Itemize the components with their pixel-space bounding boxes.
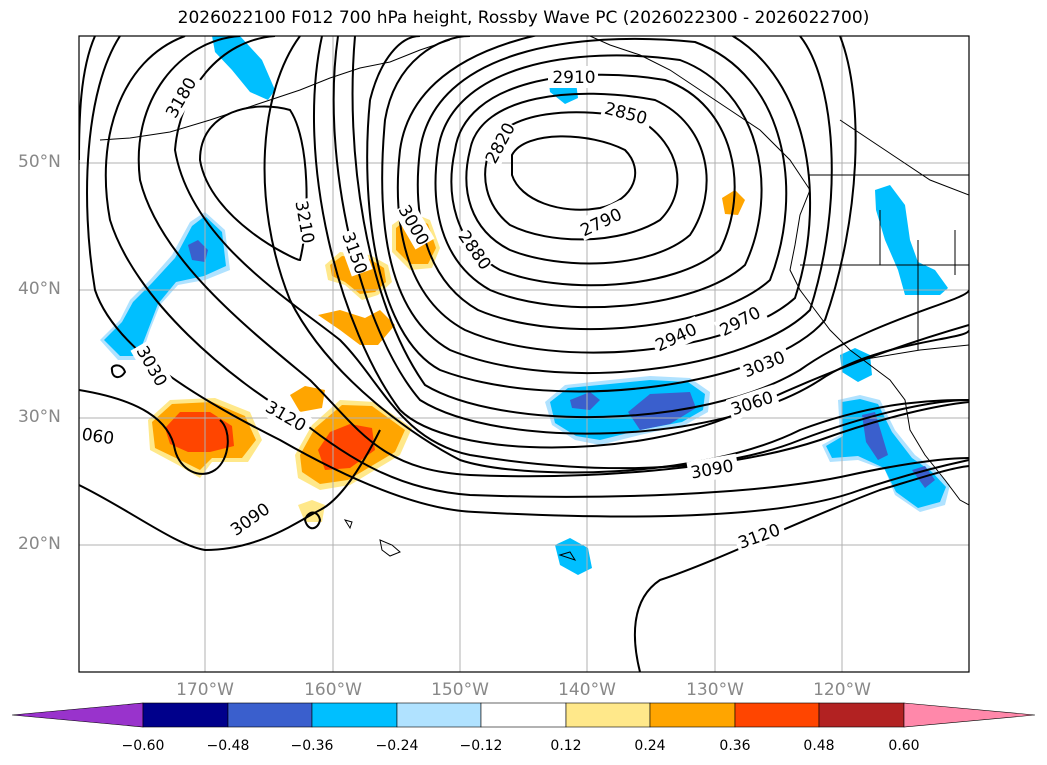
lon-label: 160°W	[304, 680, 362, 700]
colorbar-segment	[142, 702, 229, 728]
colorbar-segment	[311, 702, 398, 728]
height-contours	[79, 36, 969, 672]
colorbar-segment	[480, 702, 567, 728]
negative-anomaly-regions	[100, 36, 950, 575]
coastlines	[99, 36, 969, 561]
lon-label: 130°W	[686, 680, 744, 700]
contour-label: 2910	[552, 68, 595, 88]
colorbar-tick: −0.48	[206, 738, 250, 754]
map-frame	[78, 35, 970, 673]
colorbar-segment	[565, 702, 651, 728]
colorbar-segment	[818, 702, 905, 728]
colorbar-high-extension	[903, 702, 1036, 728]
colorbar-tick: 0.48	[803, 738, 835, 754]
lat-label: 50°N	[18, 152, 61, 172]
contour-label: 060	[80, 425, 115, 449]
lat-label: 20°N	[18, 534, 61, 554]
lat-label: 30°N	[18, 407, 61, 427]
colorbar-tick: 0.36	[719, 738, 751, 754]
lon-label: 120°W	[813, 680, 871, 700]
colorbar-tick: 0.24	[634, 738, 666, 754]
lat-label: 40°N	[18, 279, 61, 299]
colorbar-tick: −0.60	[121, 738, 165, 754]
colorbar-segment	[227, 702, 313, 728]
map-title: 2026022100 F012 700 hPa height, Rossby W…	[177, 8, 870, 28]
colorbar-tick: 0.12	[550, 738, 582, 754]
lon-label: 170°W	[176, 680, 234, 700]
colorbar	[11, 702, 1036, 728]
colorbar-segment	[649, 702, 736, 728]
colorbar-tick: −0.12	[459, 738, 503, 754]
colorbar-tick: −0.36	[290, 738, 334, 754]
colorbar-segment	[396, 702, 482, 728]
colorbar-tick: 0.60	[888, 738, 920, 754]
lon-label: 150°W	[431, 680, 489, 700]
colorbar-low-extension	[11, 702, 144, 728]
colorbar-tick: −0.24	[375, 738, 419, 754]
colorbar-segment	[734, 702, 820, 728]
lon-label: 140°W	[558, 680, 616, 700]
